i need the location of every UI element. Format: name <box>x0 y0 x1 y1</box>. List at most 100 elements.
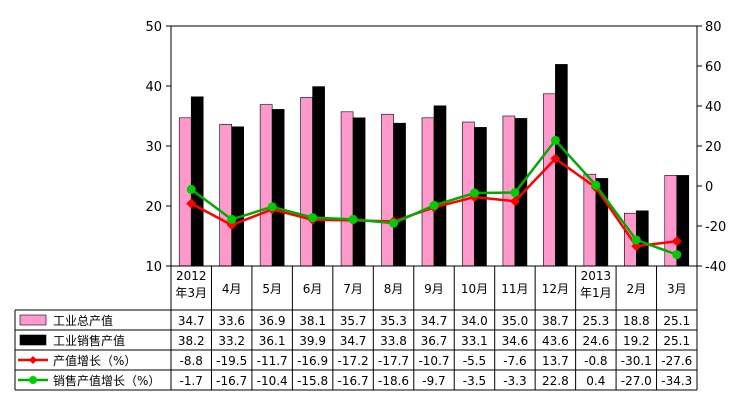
data-label: 33.6 <box>218 314 245 328</box>
data-label: -3.5 <box>463 374 486 388</box>
bar <box>231 126 244 267</box>
point <box>631 235 641 245</box>
data-label: 33.2 <box>218 334 245 348</box>
data-label: 43.6 <box>542 334 569 348</box>
data-label: -11.7 <box>257 354 288 368</box>
axes: 10 20 30 40 50 -40 -20 0 20 40 60 80 <box>145 20 726 275</box>
legend-swatch <box>19 334 47 346</box>
data-label: -16.9 <box>297 354 328 368</box>
data-label: -3.3 <box>503 374 526 388</box>
y-tick-label-left: 10 <box>145 260 162 275</box>
data-label: 35.7 <box>340 314 367 328</box>
bar <box>543 93 556 267</box>
bar <box>271 109 285 267</box>
data-label: 34.0 <box>461 314 488 328</box>
data-label: 34.7 <box>340 334 367 348</box>
data-label: -5.5 <box>463 354 486 368</box>
point <box>186 198 197 209</box>
y-tick-label-right: 80 <box>705 20 722 35</box>
bar <box>393 122 406 267</box>
data-label: -9.7 <box>422 374 445 388</box>
bar <box>433 105 447 267</box>
data-label: -17.2 <box>338 354 369 368</box>
x-tick-label: 11月 <box>501 282 528 296</box>
y-tick-label-right: -20 <box>705 220 726 235</box>
data-label: 19.2 <box>623 334 650 348</box>
data-label: 36.1 <box>259 334 286 348</box>
data-label: -17.7 <box>378 354 409 368</box>
data-table: 2012 年3月 4月 5月 6月 7月 8月 9月 10月 11月 12月 2013 年1月 2月 3月工… <box>14 265 698 391</box>
data-label: 0.4 <box>586 374 605 388</box>
x-tick-label: 2013 <box>581 269 612 283</box>
legend-swatch <box>19 314 47 326</box>
data-label: -27.0 <box>621 374 652 388</box>
data-label: 18.8 <box>623 314 650 328</box>
data-label: 25.1 <box>663 314 690 328</box>
data-label: -8.8 <box>180 354 203 368</box>
data-label: 34.7 <box>421 314 448 328</box>
point <box>267 202 277 212</box>
point <box>429 200 439 210</box>
x-tick-label: 9月 <box>424 282 444 296</box>
data-label: -10.4 <box>257 374 288 388</box>
data-label: 35.3 <box>380 314 407 328</box>
bar <box>312 86 325 267</box>
data-label: 24.6 <box>582 334 609 348</box>
y-tick-label-right: 60 <box>705 60 722 75</box>
data-label: 34.7 <box>178 314 205 328</box>
x-tick-label: 5月 <box>262 282 282 296</box>
point <box>671 236 682 247</box>
bar <box>340 111 354 267</box>
data-label: -27.6 <box>661 354 692 368</box>
data-label: 36.9 <box>259 314 286 328</box>
data-label: -18.6 <box>378 374 409 388</box>
point <box>469 188 479 198</box>
data-label: 36.7 <box>421 334 448 348</box>
point <box>348 214 358 224</box>
point <box>550 153 561 164</box>
data-label: 25.3 <box>582 314 609 328</box>
bar <box>219 124 232 267</box>
x-tick-label: 12月 <box>542 282 569 296</box>
point <box>591 180 601 190</box>
point <box>389 218 399 228</box>
data-label: 35.0 <box>502 314 529 328</box>
x-tick-label: 10月 <box>461 282 488 296</box>
data-label: -15.8 <box>297 374 328 388</box>
data-label: -10.7 <box>418 354 449 368</box>
x-tick-label: 7月 <box>343 282 363 296</box>
legend-label: 产值增长（%） <box>53 353 136 368</box>
data-label: 33.8 <box>380 334 407 348</box>
data-label: 34.6 <box>502 334 529 348</box>
data-label: 33.1 <box>461 334 488 348</box>
data-label: 38.7 <box>542 314 569 328</box>
plot-area <box>178 64 690 267</box>
y-tick-label-right: 40 <box>705 100 722 115</box>
data-label: 22.8 <box>542 374 569 388</box>
data-label: -34.3 <box>661 374 692 388</box>
data-label: 38.1 <box>299 314 326 328</box>
legend-label: 工业销售产值 <box>53 333 125 348</box>
data-label: -30.1 <box>621 354 652 368</box>
point <box>308 213 318 223</box>
legend-label: 销售产值增长（%） <box>53 373 160 388</box>
x-tick-label: 2月 <box>626 282 646 296</box>
point <box>672 250 682 260</box>
data-label: 38.2 <box>178 334 205 348</box>
x-tick-label: 2012 <box>176 269 207 283</box>
y-tick-label-right: 20 <box>705 140 722 155</box>
x-tick-label: 年3月 <box>175 286 207 300</box>
bar <box>381 113 394 267</box>
point <box>509 196 520 207</box>
point <box>227 214 237 224</box>
y-tick-label-left: 50 <box>145 20 162 35</box>
data-label: -16.7 <box>216 374 247 388</box>
y-tick-label-left: 40 <box>145 80 162 95</box>
data-label: 39.9 <box>299 334 326 348</box>
y-tick-label-left: 20 <box>145 200 162 215</box>
legend-marker <box>29 356 37 364</box>
data-label: -16.7 <box>338 374 369 388</box>
y-tick-label-left: 30 <box>145 140 162 155</box>
x-tick-label: 4月 <box>222 282 242 296</box>
